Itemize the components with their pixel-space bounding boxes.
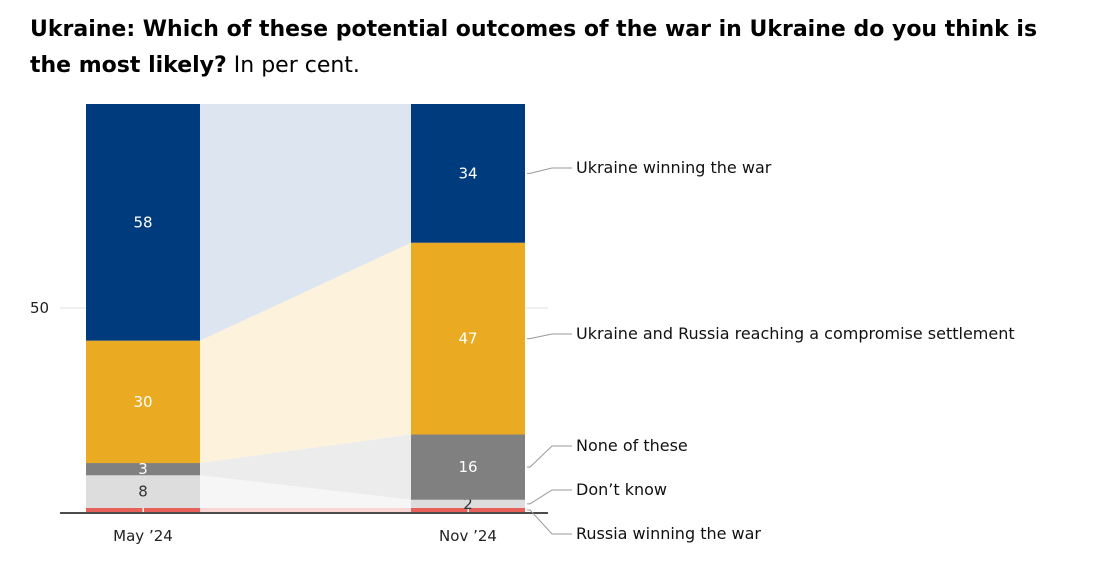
bar-don-t-know-0 [86,475,200,508]
chart-subtitle: In per cent. [233,53,360,78]
legend-leader-don-t-know [527,489,572,505]
data-label-russia-winning-the-war-0: 1 [138,501,148,519]
band-ukraine-and-russia-reaching-a-compromise-settlement [200,242,411,464]
legend-label-ukraine-and-russia-reaching-a-compromise-settlement: Ukraine and Russia reaching a compromise… [576,324,1015,343]
x-tick-label-0: May ’24 [113,527,173,545]
legend-label-ukraine-winning-the-war: Ukraine winning the war [576,158,772,177]
bar-none-of-these-0 [86,463,200,476]
bar-none-of-these-1 [411,434,525,500]
data-label-none-of-these-0: 3 [138,460,148,478]
bar-russia-winning-the-war-0 [86,507,200,512]
y-tick-label-50: 50 [30,299,49,317]
bar-russia-winning-the-war-1 [411,507,525,512]
legend-leader-ukraine-winning-the-war [527,167,572,174]
bar-ukraine-and-russia-reaching-a-compromise-settlement-1 [411,242,525,435]
chart-title: Ukraine: Which of these potential outcom… [30,12,1080,84]
data-label-ukraine-and-russia-reaching-a-compromise-settlement-1: 47 [458,330,477,348]
legend-leader-ukraine-and-russia-reaching-a-compromise-settlement [527,333,572,340]
bar-ukraine-winning-the-war-1 [411,104,525,243]
chart-title-main: Ukraine: Which of these potential outcom… [30,17,1038,78]
data-label-none-of-these-1: 16 [458,458,477,476]
legend-leader-none-of-these [527,445,572,468]
data-label-don-t-know-0: 8 [138,483,148,501]
data-label-ukraine-winning-the-war-1: 34 [458,164,477,182]
bar-ukraine-winning-the-war-0 [86,104,200,341]
data-label-ukraine-and-russia-reaching-a-compromise-settlement-0: 30 [133,393,152,411]
band-none-of-these [200,434,411,500]
x-tick-label-1: Nov ’24 [439,527,497,545]
band-ukraine-winning-the-war [200,104,411,341]
legend-leader-russia-winning-the-war [527,509,572,535]
legend-label-none-of-these: None of these [576,436,688,455]
data-label-ukraine-winning-the-war-0: 58 [133,213,152,231]
legend-label-don-t-know: Don’t know [576,480,667,499]
data-label-don-t-know-1: 2 [463,495,473,513]
bar-ukraine-and-russia-reaching-a-compromise-settlement-0 [86,340,200,464]
band-russia-winning-the-war [200,507,411,512]
legend-label-russia-winning-the-war: Russia winning the war [576,524,761,543]
data-label-russia-winning-the-war-1: 1 [463,501,473,519]
bar-don-t-know-1 [411,499,525,508]
band-don-t-know [200,475,411,508]
